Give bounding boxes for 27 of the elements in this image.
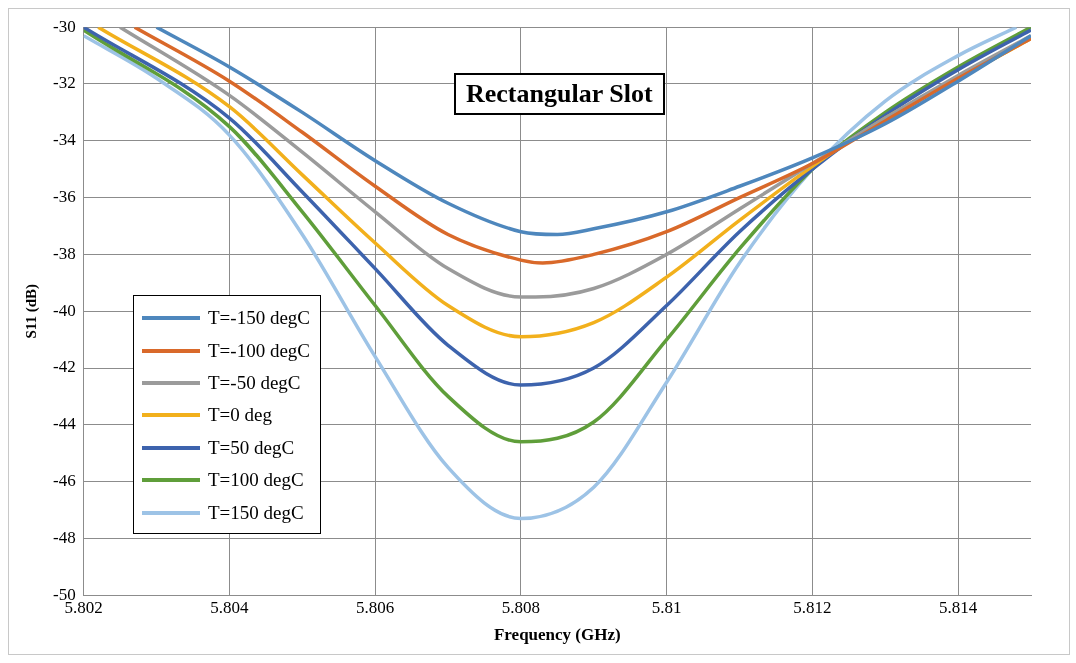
- y-tick-label: -38: [52, 243, 76, 263]
- legend-label: T=0 deg: [208, 404, 273, 427]
- legend-label: T=50 degC: [208, 436, 295, 459]
- line-series: [83, 27, 1019, 521]
- y-tick-label: -30: [52, 16, 76, 36]
- legend-label: T=150 degC: [208, 501, 304, 524]
- y-axis-title: S11 (dB): [22, 283, 40, 339]
- legend-label: T=-100 degC: [208, 339, 311, 362]
- x-tick-label: 5.812: [793, 597, 832, 617]
- text: Rectangular Slot: [454, 73, 665, 115]
- y-tick-label: -34: [52, 130, 77, 150]
- y-tick-label: -44: [52, 414, 77, 434]
- y-tick-label: -40: [52, 300, 76, 320]
- x-axis-title: Frequency (GHz): [493, 625, 621, 645]
- legend-label: T=-150 degC: [208, 307, 311, 330]
- y-tick-label: -32: [52, 73, 76, 93]
- legend-label: T=-50 degC: [208, 371, 301, 394]
- x-tick-label: 5.814: [939, 597, 978, 617]
- x-tick-label: 5.81: [651, 597, 682, 617]
- x-tick-label: 5.808: [501, 597, 541, 617]
- y-tick-label: -48: [52, 527, 76, 547]
- x-tick-label: 5.806: [356, 597, 395, 617]
- x-tick-label: 5.804: [210, 597, 250, 617]
- legend-label: T=100 degC: [208, 469, 304, 492]
- y-tick-label: -36: [52, 187, 76, 207]
- y-tick-label: -42: [52, 357, 76, 377]
- y-tick-label: -46: [52, 471, 76, 491]
